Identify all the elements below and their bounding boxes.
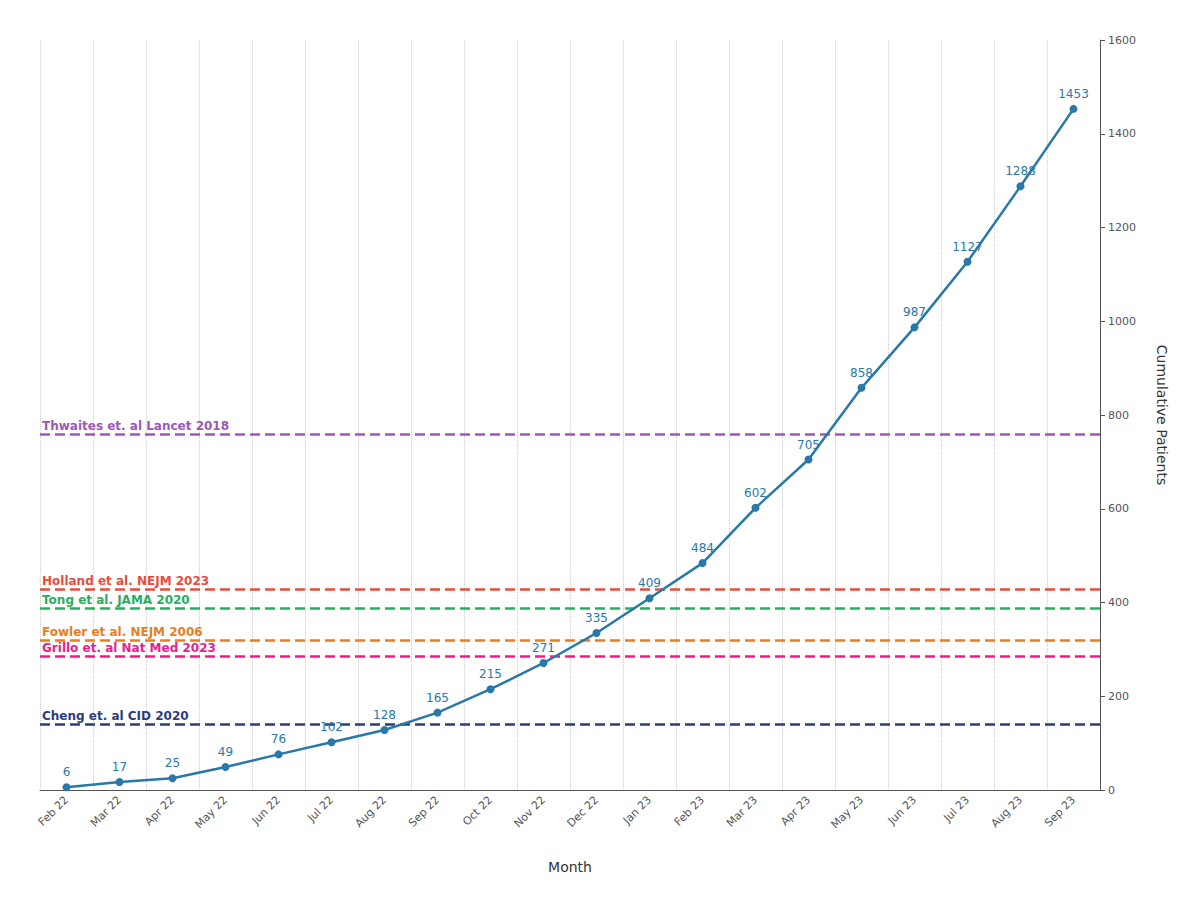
svg-text:Dec 22: Dec 22	[565, 793, 602, 830]
svg-text:165: 165	[426, 691, 449, 705]
svg-text:128: 128	[373, 708, 396, 722]
svg-text:Thwaites et. al Lancet 2018: Thwaites et. al Lancet 2018	[42, 419, 229, 433]
svg-text:Jul 23: Jul 23	[940, 793, 972, 825]
svg-text:May 23: May 23	[828, 793, 866, 831]
svg-text:1400: 1400	[1108, 127, 1136, 140]
svg-text:409: 409	[638, 576, 661, 590]
svg-text:6: 6	[63, 765, 71, 779]
svg-text:Aug 23: Aug 23	[988, 793, 1025, 830]
svg-text:Nov 22: Nov 22	[511, 793, 548, 830]
svg-text:271: 271	[532, 641, 555, 655]
svg-text:Jun 23: Jun 23	[885, 793, 919, 827]
svg-text:76: 76	[271, 732, 286, 746]
svg-text:Aug 22: Aug 22	[352, 793, 389, 830]
svg-text:1600: 1600	[1108, 34, 1136, 47]
svg-text:17: 17	[112, 760, 127, 774]
svg-text:Month: Month	[548, 859, 592, 875]
svg-text:Jun 22: Jun 22	[249, 793, 283, 827]
svg-text:215: 215	[479, 667, 502, 681]
svg-text:Cheng et. al CID 2020: Cheng et. al CID 2020	[42, 709, 189, 723]
svg-text:49: 49	[218, 745, 233, 759]
svg-text:Feb 22: Feb 22	[36, 793, 71, 828]
svg-text:1000: 1000	[1108, 315, 1136, 328]
svg-text:987: 987	[903, 305, 926, 319]
svg-text:Holland et al. NEJM 2023: Holland et al. NEJM 2023	[42, 574, 209, 588]
svg-text:484: 484	[691, 541, 714, 555]
svg-text:Sep 23: Sep 23	[1042, 793, 1078, 829]
svg-text:0: 0	[1108, 784, 1115, 797]
svg-text:1200: 1200	[1108, 221, 1136, 234]
svg-text:335: 335	[585, 611, 608, 625]
svg-text:Jan 23: Jan 23	[620, 793, 654, 827]
svg-text:Feb 23: Feb 23	[672, 793, 707, 828]
svg-text:600: 600	[1108, 502, 1129, 515]
svg-text:800: 800	[1108, 409, 1129, 422]
svg-text:102: 102	[320, 720, 343, 734]
svg-text:25: 25	[165, 756, 180, 770]
svg-text:400: 400	[1108, 596, 1129, 609]
svg-text:200: 200	[1108, 690, 1129, 703]
svg-text:Oct 22: Oct 22	[460, 793, 495, 828]
svg-text:Grillo et. al Nat Med 2023: Grillo et. al Nat Med 2023	[42, 641, 216, 655]
svg-text:1288: 1288	[1005, 164, 1036, 178]
svg-text:Cumulative Patients: Cumulative Patients	[1154, 345, 1170, 485]
svg-text:Apr 22: Apr 22	[142, 793, 177, 828]
svg-text:858: 858	[850, 366, 873, 380]
svg-text:Jul 22: Jul 22	[304, 793, 336, 825]
svg-text:Sep 22: Sep 22	[406, 793, 442, 829]
svg-text:Mar 22: Mar 22	[88, 793, 124, 829]
svg-text:705: 705	[797, 438, 820, 452]
svg-text:1127: 1127	[952, 240, 983, 254]
svg-text:Tong et al. JAMA 2020: Tong et al. JAMA 2020	[42, 593, 190, 607]
svg-text:1453: 1453	[1058, 87, 1089, 101]
svg-text:Apr 23: Apr 23	[778, 793, 813, 828]
svg-text:Fowler et al. NEJM 2006: Fowler et al. NEJM 2006	[42, 625, 203, 639]
svg-text:Mar 23: Mar 23	[724, 793, 760, 829]
svg-text:May 22: May 22	[192, 793, 230, 831]
svg-text:602: 602	[744, 486, 767, 500]
